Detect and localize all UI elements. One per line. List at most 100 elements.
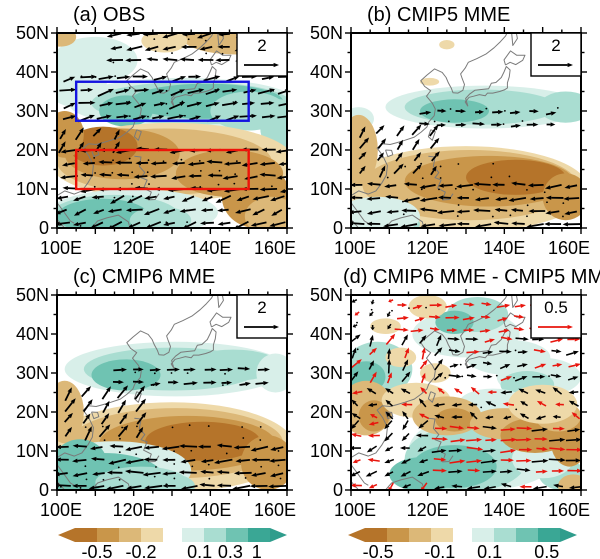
y-tick-label: 20N <box>310 402 343 422</box>
colorbar-block <box>119 528 141 542</box>
colorbar-block <box>516 528 538 542</box>
x-tick-label: 160E <box>254 238 296 258</box>
panel-b-title: (b) CMIP5 MME <box>367 4 511 26</box>
y-tick-label: 20N <box>16 140 49 160</box>
x-tick-label: 100E <box>40 238 82 258</box>
colorbar-left: -0.5 -0.2 0.1 0.3 1 <box>58 528 290 559</box>
colorbar-block <box>141 528 163 542</box>
x-tick-label: 140E <box>189 500 231 520</box>
stipple-layer <box>386 107 565 218</box>
x-tick-label: 140E <box>189 238 231 258</box>
y-tick-label: 40N <box>310 62 343 82</box>
colorbar-block <box>97 528 119 542</box>
shading-layer <box>57 341 287 490</box>
colorbar-tick-label: 0.3 <box>217 542 243 559</box>
y-tick-label: 20N <box>310 140 343 160</box>
y-tick-label: 40N <box>16 62 49 82</box>
colorbar-positive-arrow <box>560 528 577 542</box>
x-tick-label: 120E <box>113 500 155 520</box>
y-tick-label: 50N <box>310 23 343 43</box>
colorbar-block <box>226 528 248 542</box>
red-region-box <box>74 148 250 191</box>
colorbar-block <box>409 528 431 542</box>
colorbar-tick-label: -0.1 <box>424 542 456 559</box>
colorbar-block <box>204 528 226 542</box>
panel-a-obs: (a) OBS 100E 120E 140E 160E 50N 40N 30N 20N 10N 0… <box>5 2 315 261</box>
vector-field <box>57 366 287 490</box>
x-tick-label: 100E <box>334 500 376 520</box>
colorbar-tick-label: 0.1 <box>477 542 503 559</box>
panel-c-cmip6-mme: (c) CMIP6 MME 100E 120E 140E 160E 50N 40N 30N 2… <box>5 264 315 523</box>
vector-field <box>351 108 581 228</box>
y-tick-label: 10N <box>16 179 49 199</box>
blue-region-box <box>74 80 250 122</box>
y-tick-label: 40N <box>310 324 343 344</box>
panel-b-map: 100E 120E 140E 160E 50N 40N 30N 20N 10N 0 2 <box>310 23 590 258</box>
colorbar-tick-label: 0.1 <box>187 542 213 559</box>
y-tick-label: 10N <box>310 441 343 461</box>
panel-d-cmip6-minus-cmip5: (d) CMIP6 MME - CMIP5 MME 100E 120E 140E 16… <box>299 264 600 523</box>
colorbar-block <box>472 528 494 542</box>
y-tick-label: 0 <box>39 480 49 500</box>
x-tick-label: 160E <box>548 500 590 520</box>
panel-c-title: (c) CMIP6 MME <box>73 266 216 288</box>
colorbar-block <box>494 528 516 542</box>
ref-vector-label: 0.5 <box>544 298 568 317</box>
y-tick-label: 20N <box>16 402 49 422</box>
y-tick-label: 50N <box>310 285 343 305</box>
y-tick-label: 10N <box>310 179 343 199</box>
colorbar-tick-label: -0.5 <box>362 542 394 559</box>
colorbar-negative-arrow <box>348 528 365 542</box>
panel-c-map: 100E 120E 140E 160E 50N 40N 30N 20N 10N 0 2 <box>16 285 296 520</box>
colorbar-block <box>538 528 560 542</box>
x-tick-label: 140E <box>483 500 525 520</box>
y-tick-label: 30N <box>310 363 343 383</box>
colorbar-tick-label: -0.2 <box>125 542 157 559</box>
x-tick-label: 100E <box>334 238 376 258</box>
colorbar-block <box>182 528 204 542</box>
y-tick-label: 30N <box>310 101 343 121</box>
x-tick-label: 100E <box>40 500 82 520</box>
axis-frame: 100E 120E 140E 160E 50N 40N 30N 20N 10N 0 <box>16 23 296 258</box>
panel-d-map: 100E 120E 140E 160E 50N 40N 30N 20N 10N 0 0.5 <box>310 285 590 520</box>
colorbar-tick-label: 1 <box>251 542 262 559</box>
ref-vector-box: 0.5 <box>530 294 582 339</box>
y-tick-label: 50N <box>16 23 49 43</box>
x-tick-label: 120E <box>407 500 449 520</box>
axis-frame: 100E 120E 140E 160E 50N 40N 30N 20N 10N 0 <box>16 285 296 520</box>
axis-frame: 100E 120E 140E 160E 50N 40N 30N 20N 10N 0 <box>310 285 590 520</box>
ref-vector-label: 2 <box>257 36 266 55</box>
stipple-layer <box>59 371 282 489</box>
x-tick-label: 120E <box>407 238 449 258</box>
colorbar-block <box>431 528 453 542</box>
ref-vector-box: 2 <box>530 32 582 77</box>
colorbar-block <box>75 528 97 542</box>
x-tick-label: 160E <box>548 238 590 258</box>
colorbar-positive-arrow <box>270 528 287 542</box>
y-tick-label: 30N <box>16 363 49 383</box>
y-tick-label: 0 <box>333 218 343 238</box>
panel-a-title: (a) OBS <box>73 4 146 26</box>
y-tick-label: 0 <box>333 480 343 500</box>
stipple-layer <box>356 295 550 411</box>
y-tick-label: 50N <box>16 285 49 305</box>
y-tick-label: 10N <box>16 441 49 461</box>
colorbar-block <box>248 528 270 542</box>
y-tick-label: 30N <box>16 101 49 121</box>
y-tick-label: 40N <box>16 324 49 344</box>
y-tick-label: 0 <box>39 218 49 238</box>
x-tick-label: 120E <box>113 238 155 258</box>
axis-frame: 100E 120E 140E 160E 50N 40N 30N 20N 10N 0 <box>310 23 590 258</box>
ref-vector-box: 2 <box>236 32 288 77</box>
colorbar-tick-label: -0.5 <box>81 542 113 559</box>
colorbar-block <box>387 528 409 542</box>
panel-d-title: (d) CMIP6 MME - CMIP5 MME <box>343 266 600 288</box>
panel-b-cmip5-mme: (b) CMIP5 MME 100E 120E 140E 160E 50N 40N 30N 2… <box>299 2 600 261</box>
colorbar-block <box>365 528 387 542</box>
ref-vector-label: 2 <box>551 36 560 55</box>
coastline <box>57 33 232 228</box>
ref-vector-label: 2 <box>257 298 266 317</box>
ref-vector-box: 2 <box>236 294 288 339</box>
colorbar-right: -0.5 -0.1 0.1 0.5 <box>348 528 580 559</box>
